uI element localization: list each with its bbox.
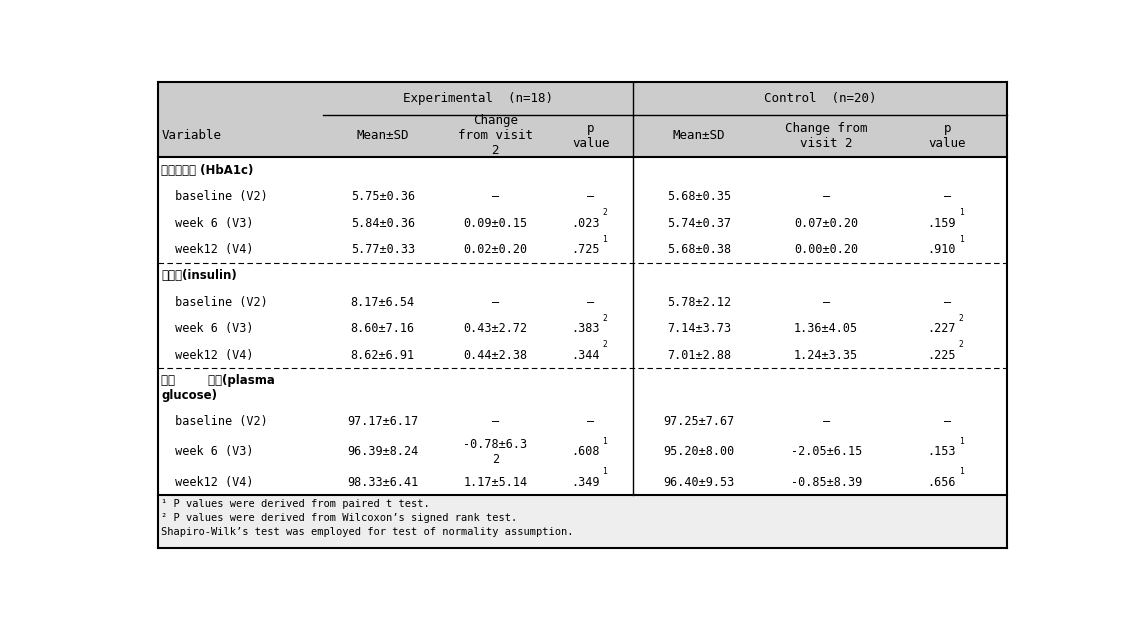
Text: 5.77±0.33: 5.77±0.33 <box>351 243 415 256</box>
Text: baseline (V2): baseline (V2) <box>168 414 268 427</box>
Text: p
value: p value <box>571 122 609 150</box>
Text: –: – <box>944 296 951 309</box>
Text: 협중        협당(plasma
glucose): 협중 협당(plasma glucose) <box>161 374 275 402</box>
Text: –: – <box>822 414 829 427</box>
Text: .656: .656 <box>928 475 957 489</box>
Text: –: – <box>822 296 829 309</box>
Text: -2.05±6.15: -2.05±6.15 <box>791 445 862 458</box>
Text: 5.84±0.36: 5.84±0.36 <box>351 217 415 230</box>
Text: 0.02±0.20: 0.02±0.20 <box>463 243 527 256</box>
Text: Change from
visit 2: Change from visit 2 <box>785 122 868 150</box>
Text: Shapiro-Wilk’s test was employed for test of normality assumption.: Shapiro-Wilk’s test was employed for tes… <box>161 527 574 537</box>
Text: 0.00±0.20: 0.00±0.20 <box>794 243 859 256</box>
Text: p
value: p value <box>928 122 966 150</box>
Text: 8.17±6.54: 8.17±6.54 <box>351 296 415 309</box>
Text: week 6 (V3): week 6 (V3) <box>168 323 254 335</box>
Text: –: – <box>492 414 499 427</box>
Text: .608: .608 <box>571 445 600 458</box>
Text: 5.68±0.38: 5.68±0.38 <box>667 243 730 256</box>
Text: 1: 1 <box>602 437 607 446</box>
Text: ¹ P values were derived from paired t test.: ¹ P values were derived from paired t te… <box>161 499 431 509</box>
Text: 5.68±0.35: 5.68±0.35 <box>667 190 730 203</box>
Text: 1.24±3.35: 1.24±3.35 <box>794 349 859 362</box>
Text: –: – <box>492 296 499 309</box>
Text: 1: 1 <box>602 235 607 244</box>
Text: –: – <box>822 190 829 203</box>
Text: 당화혁색소 (HbA1c): 당화혁색소 (HbA1c) <box>161 163 253 177</box>
Text: 8.60±7.16: 8.60±7.16 <box>351 323 415 335</box>
Text: 2: 2 <box>602 208 607 217</box>
Text: .349: .349 <box>571 475 600 489</box>
Text: -0.78±6.3
2: -0.78±6.3 2 <box>463 437 527 466</box>
Text: .023: .023 <box>571 217 600 230</box>
Text: .153: .153 <box>928 445 957 458</box>
Text: –: – <box>944 414 951 427</box>
Text: 0.44±2.38: 0.44±2.38 <box>463 349 527 362</box>
Text: baseline (V2): baseline (V2) <box>168 296 268 309</box>
Text: week 6 (V3): week 6 (V3) <box>168 445 254 458</box>
Text: 5.74±0.37: 5.74±0.37 <box>667 217 730 230</box>
Text: Control  (n=20): Control (n=20) <box>763 92 876 105</box>
Text: 0.43±2.72: 0.43±2.72 <box>463 323 527 335</box>
Text: week12 (V4): week12 (V4) <box>168 349 254 362</box>
Text: 1.36±4.05: 1.36±4.05 <box>794 323 859 335</box>
Text: .725: .725 <box>571 243 600 256</box>
Text: 98.33±6.41: 98.33±6.41 <box>348 475 418 489</box>
Text: .910: .910 <box>928 243 957 256</box>
Text: 2: 2 <box>959 314 963 323</box>
Text: Change
from visit
2: Change from visit 2 <box>458 114 533 157</box>
Text: 7.14±3.73: 7.14±3.73 <box>667 323 730 335</box>
Text: 96.40±9.53: 96.40±9.53 <box>663 475 735 489</box>
Text: 7.01±2.88: 7.01±2.88 <box>667 349 730 362</box>
Text: week12 (V4): week12 (V4) <box>168 475 254 489</box>
Text: –: – <box>944 190 951 203</box>
Text: 5.75±0.36: 5.75±0.36 <box>351 190 415 203</box>
Text: 1: 1 <box>959 437 963 446</box>
Text: week 6 (V3): week 6 (V3) <box>168 217 254 230</box>
Text: 2: 2 <box>602 314 607 323</box>
Text: –: – <box>587 414 594 427</box>
Text: week12 (V4): week12 (V4) <box>168 243 254 256</box>
Text: ² P values were derived from Wilcoxon’s signed rank test.: ² P values were derived from Wilcoxon’s … <box>161 514 518 524</box>
Text: 1: 1 <box>959 467 963 476</box>
Text: –: – <box>587 296 594 309</box>
Bar <box>158 495 1006 548</box>
Text: Variable: Variable <box>161 129 222 142</box>
Text: 인슬린(insulin): 인슬린(insulin) <box>161 270 237 283</box>
Text: 97.17±6.17: 97.17±6.17 <box>348 414 418 427</box>
Text: .344: .344 <box>571 349 600 362</box>
Text: .159: .159 <box>928 217 957 230</box>
Text: 96.39±8.24: 96.39±8.24 <box>348 445 418 458</box>
Text: Mean±SD: Mean±SD <box>673 129 725 142</box>
Text: 1: 1 <box>602 467 607 476</box>
Text: 97.25±7.67: 97.25±7.67 <box>663 414 735 427</box>
Text: 1: 1 <box>959 208 963 217</box>
Text: 1: 1 <box>959 235 963 244</box>
Text: baseline (V2): baseline (V2) <box>168 190 268 203</box>
Text: –: – <box>587 190 594 203</box>
Text: 8.62±6.91: 8.62±6.91 <box>351 349 415 362</box>
Text: Experimental  (n=18): Experimental (n=18) <box>403 92 553 105</box>
Text: 95.20±8.00: 95.20±8.00 <box>663 445 735 458</box>
Text: -0.85±8.39: -0.85±8.39 <box>791 475 862 489</box>
Text: .383: .383 <box>571 323 600 335</box>
Text: 1.17±5.14: 1.17±5.14 <box>463 475 527 489</box>
Bar <box>158 82 1006 157</box>
Text: 0.09±0.15: 0.09±0.15 <box>463 217 527 230</box>
Text: .225: .225 <box>928 349 957 362</box>
Text: –: – <box>492 190 499 203</box>
Text: 5.78±2.12: 5.78±2.12 <box>667 296 730 309</box>
Text: .227: .227 <box>928 323 957 335</box>
Text: 2: 2 <box>602 341 607 349</box>
Text: Mean±SD: Mean±SD <box>357 129 409 142</box>
Text: 0.07±0.20: 0.07±0.20 <box>794 217 859 230</box>
Text: 2: 2 <box>959 341 963 349</box>
